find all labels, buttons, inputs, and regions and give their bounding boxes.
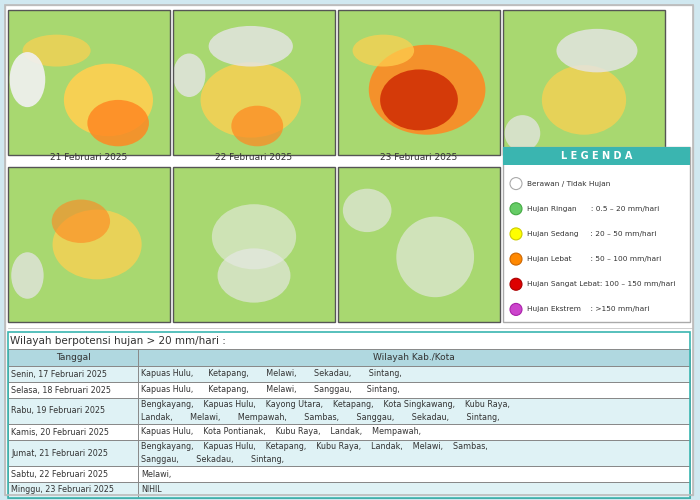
Text: Landak,       Melawi,       Mempawah,       Sambas,       Sanggau,       Sekadau: Landak, Melawi, Mempawah, Sambas, Sangga… [141,413,500,422]
Text: Kapuas Hulu,      Ketapang,       Melawi,       Sekadau,       Sintang,: Kapuas Hulu, Ketapang, Melawi, Sekadau, … [141,370,402,378]
Text: Kapuas Hulu,      Ketapang,       Melawi,       Sanggau,      Sintang,: Kapuas Hulu, Ketapang, Melawi, Sanggau, … [141,386,400,394]
Ellipse shape [369,45,485,134]
FancyBboxPatch shape [5,5,693,495]
Text: Tanggal: Tanggal [55,353,90,362]
Text: Melawi,: Melawi, [141,470,172,478]
Text: Jumat, 21 Februari 2025: Jumat, 21 Februari 2025 [11,448,108,458]
FancyBboxPatch shape [8,382,690,398]
Ellipse shape [353,34,414,66]
Text: Hujan Ekstrem    : >150 mm/hari: Hujan Ekstrem : >150 mm/hari [527,306,650,312]
Circle shape [510,228,522,240]
Text: Hujan Ringan      : 0.5 – 20 mm/hari: Hujan Ringan : 0.5 – 20 mm/hari [527,206,659,212]
Text: Berawan / Tidak Hujan: Berawan / Tidak Hujan [527,180,610,186]
Text: Minggu, 23 Februari 2025: Minggu, 23 Februari 2025 [11,486,114,494]
FancyBboxPatch shape [8,366,690,382]
Text: Sanggau,       Sekadau,       Sintang,: Sanggau, Sekadau, Sintang, [141,455,284,464]
Text: 22 Februari 2025: 22 Februari 2025 [216,153,293,162]
Text: Kapuas Hulu,    Kota Pontianak,    Kubu Raya,    Landak,    Mempawah,: Kapuas Hulu, Kota Pontianak, Kubu Raya, … [141,428,421,436]
Ellipse shape [173,54,205,97]
Text: Sabtu, 22 Februari 2025: Sabtu, 22 Februari 2025 [11,470,108,478]
Ellipse shape [505,115,540,152]
Text: Bengkayang,    Kapuas Hulu,    Ketapang,    Kubu Raya,    Landak,    Melawi,    : Bengkayang, Kapuas Hulu, Ketapang, Kubu … [141,442,488,451]
Ellipse shape [343,188,391,232]
Text: Rabu, 19 Februari 2025: Rabu, 19 Februari 2025 [11,406,105,416]
Circle shape [510,203,522,215]
FancyBboxPatch shape [338,10,500,155]
FancyBboxPatch shape [173,167,335,322]
FancyBboxPatch shape [8,349,690,366]
FancyBboxPatch shape [8,466,690,482]
FancyBboxPatch shape [8,398,690,424]
Ellipse shape [556,29,638,72]
Ellipse shape [64,64,153,136]
Ellipse shape [218,248,290,302]
Ellipse shape [52,200,110,243]
Ellipse shape [11,252,43,298]
Text: Wilayah Kab./Kota: Wilayah Kab./Kota [373,353,455,362]
Ellipse shape [380,70,458,130]
FancyBboxPatch shape [173,10,335,155]
Ellipse shape [10,52,46,107]
Ellipse shape [88,100,149,146]
Text: 21 Februari 2025: 21 Februari 2025 [50,153,127,162]
FancyBboxPatch shape [8,440,690,466]
Text: Hujan Sangat Lebat: 100 – 150 mm/hari: Hujan Sangat Lebat: 100 – 150 mm/hari [527,281,676,287]
Ellipse shape [212,204,296,270]
Text: Hujan Sedang     : 20 – 50 mm/hari: Hujan Sedang : 20 – 50 mm/hari [527,231,657,237]
Text: Wilayah berpotensi hujan > 20 mm/hari :: Wilayah berpotensi hujan > 20 mm/hari : [10,336,226,346]
Ellipse shape [52,210,141,280]
Text: L E G E N D A: L E G E N D A [561,151,632,161]
Circle shape [510,253,522,265]
Circle shape [510,304,522,316]
Circle shape [510,178,522,190]
Text: 23 Februari 2025: 23 Februari 2025 [380,153,458,162]
Ellipse shape [396,216,474,297]
Ellipse shape [22,34,90,66]
FancyBboxPatch shape [8,424,690,440]
Text: Selasa, 18 Februari 2025: Selasa, 18 Februari 2025 [11,386,111,394]
FancyBboxPatch shape [503,10,665,155]
Text: NIHIL: NIHIL [141,486,162,494]
Ellipse shape [231,106,284,146]
FancyBboxPatch shape [8,167,170,322]
FancyBboxPatch shape [503,147,690,322]
Ellipse shape [542,65,626,134]
FancyBboxPatch shape [8,10,170,155]
Text: Bengkayang,    Kapuas Hulu,    Kayong Utara,    Ketapang,    Kota Singkawang,   : Bengkayang, Kapuas Hulu, Kayong Utara, K… [141,400,510,409]
FancyBboxPatch shape [503,147,690,165]
Text: Senin, 17 Februari 2025: Senin, 17 Februari 2025 [11,370,107,378]
Ellipse shape [209,26,293,66]
Ellipse shape [200,62,301,138]
Text: Kamis, 20 Februari 2025: Kamis, 20 Februari 2025 [11,428,109,436]
FancyBboxPatch shape [8,482,690,498]
FancyBboxPatch shape [338,167,500,322]
Circle shape [510,278,522,290]
Text: Hujan Lebat        : 50 – 100 mm/hari: Hujan Lebat : 50 – 100 mm/hari [527,256,662,262]
